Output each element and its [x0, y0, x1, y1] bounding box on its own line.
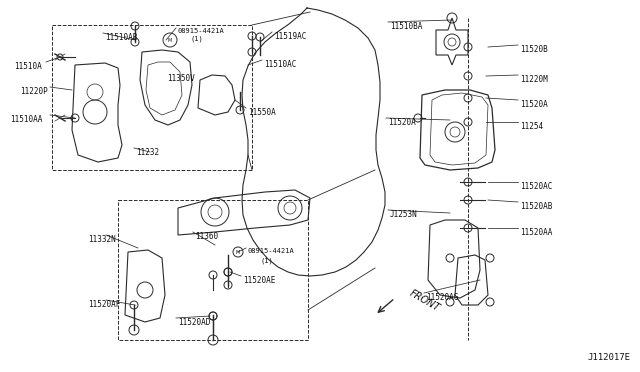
Text: 11220P: 11220P: [20, 87, 48, 96]
Text: 11550A: 11550A: [248, 108, 276, 117]
Text: 11520AE: 11520AE: [243, 276, 275, 285]
Text: 11520A: 11520A: [388, 118, 416, 127]
Text: (1): (1): [190, 36, 203, 42]
Text: (1): (1): [260, 257, 273, 263]
Text: 08915-4421A: 08915-4421A: [178, 28, 225, 34]
Text: J112017E: J112017E: [587, 353, 630, 362]
Text: 11519AC: 11519AC: [274, 32, 307, 41]
Text: 11520A: 11520A: [520, 100, 548, 109]
Text: 11520AD: 11520AD: [178, 318, 211, 327]
Text: 11332N: 11332N: [88, 235, 116, 244]
Text: M: M: [168, 38, 172, 42]
Text: M: M: [236, 250, 240, 254]
Text: 11254: 11254: [520, 122, 543, 131]
Text: 11520B: 11520B: [520, 45, 548, 54]
Text: 11510BA: 11510BA: [390, 22, 422, 31]
Text: 11510A: 11510A: [14, 62, 42, 71]
Text: 11520AB: 11520AB: [520, 202, 552, 211]
Text: 11510AA: 11510AA: [10, 115, 42, 124]
Text: 11350V: 11350V: [167, 74, 195, 83]
Text: 11510AC: 11510AC: [264, 60, 296, 69]
Text: 08915-4421A: 08915-4421A: [248, 248, 295, 254]
Text: 11510AB: 11510AB: [105, 33, 138, 42]
Text: FRONT: FRONT: [408, 288, 442, 313]
Text: 11520AA: 11520AA: [520, 228, 552, 237]
Text: 11360: 11360: [195, 232, 218, 241]
Text: J1253N: J1253N: [390, 210, 418, 219]
Text: 11520AG: 11520AG: [426, 293, 458, 302]
Text: 11520AF: 11520AF: [88, 300, 120, 309]
Text: 11232: 11232: [136, 148, 159, 157]
Text: 11220M: 11220M: [520, 75, 548, 84]
Text: 11520AC: 11520AC: [520, 182, 552, 191]
